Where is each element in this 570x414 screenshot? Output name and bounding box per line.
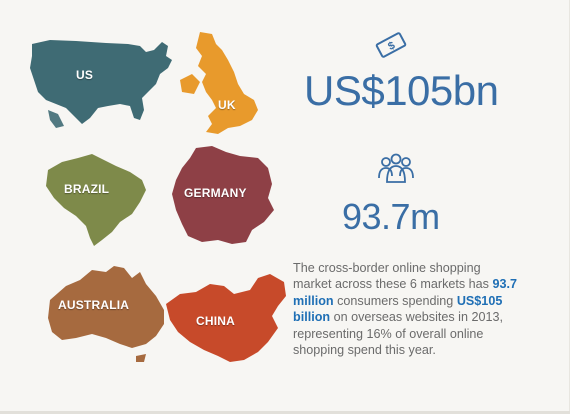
china-label: CHINA	[196, 314, 235, 328]
us-map-shape	[30, 40, 172, 128]
australia-map-shape	[48, 266, 164, 362]
svg-text:$: $	[386, 40, 397, 53]
germany-label: GERMANY	[184, 186, 247, 200]
us-label: US	[76, 68, 94, 82]
description-part2: consumers spending	[333, 293, 457, 308]
us-map: US	[28, 34, 176, 132]
germany-map-shape	[172, 146, 274, 244]
uk-label: UK	[218, 98, 236, 112]
australia-map: AUSTRALIA	[44, 262, 170, 364]
spend-value: US$105bn	[304, 67, 499, 114]
description-text: The cross-border online shopping market …	[293, 260, 518, 358]
money-bill-icon: $	[374, 31, 408, 64]
germany-map: GERMANY	[168, 144, 278, 248]
australia-label: AUSTRALIA	[58, 298, 130, 312]
people-group-icon	[378, 152, 414, 189]
china-map-shape	[166, 274, 286, 362]
spend-highlight: US$105 billion	[293, 293, 503, 325]
description-part3: on overseas websites in 2013, representi…	[293, 310, 503, 358]
uk-map-shape	[180, 32, 258, 134]
brazil-label: BRAZIL	[64, 182, 110, 196]
brazil-map-shape	[46, 154, 146, 246]
description-part1: The cross-border online shopping market …	[293, 261, 493, 292]
china-map: CHINA	[162, 272, 290, 370]
consumers-highlight: 93.7 million	[293, 277, 517, 308]
uk-map: UK	[178, 30, 264, 138]
brazil-map: BRAZIL	[42, 152, 150, 248]
consumers-value: 93.7m	[342, 196, 440, 237]
bottom-divider	[0, 411, 570, 414]
